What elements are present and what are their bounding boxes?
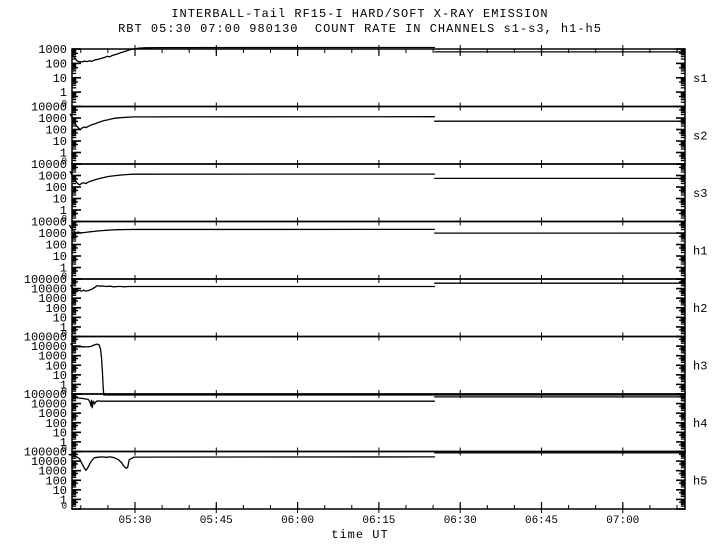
- svg-text:h2: h2: [693, 302, 707, 316]
- svg-text:0: 0: [62, 502, 67, 512]
- svg-text:05:30: 05:30: [118, 515, 151, 527]
- svg-text:100: 100: [45, 57, 67, 71]
- svg-text:06:15: 06:15: [362, 515, 395, 527]
- svg-text:05:45: 05:45: [200, 515, 233, 527]
- svg-text:h5: h5: [693, 474, 707, 488]
- svg-text:06:45: 06:45: [525, 515, 558, 527]
- svg-text:h3: h3: [693, 359, 707, 373]
- svg-text:06:00: 06:00: [281, 515, 314, 527]
- svg-text:07:00: 07:00: [606, 515, 639, 527]
- svg-text:s3: s3: [693, 187, 707, 201]
- svg-text:h1: h1: [693, 244, 707, 258]
- svg-text:06:30: 06:30: [444, 515, 477, 527]
- svg-text:s2: s2: [693, 129, 707, 143]
- svg-text:1000: 1000: [38, 43, 67, 57]
- svg-text:10: 10: [53, 72, 67, 86]
- svg-text:s1: s1: [693, 72, 707, 86]
- svg-text:h4: h4: [693, 417, 707, 431]
